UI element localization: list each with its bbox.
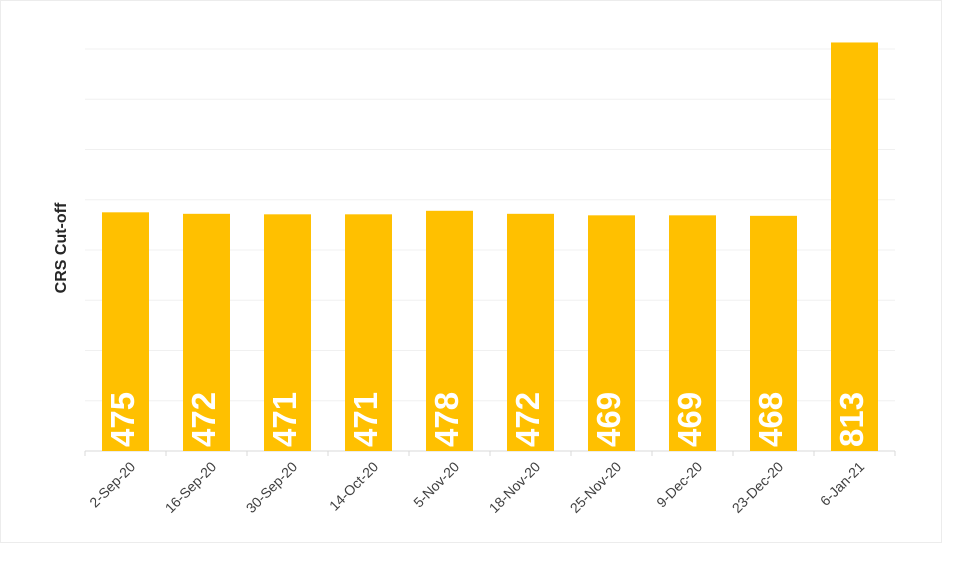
value-label: 472	[185, 392, 222, 447]
bar	[750, 215, 797, 451]
bar	[507, 213, 554, 451]
bar	[102, 212, 149, 451]
bar	[588, 215, 635, 451]
value-label: 813	[833, 392, 870, 447]
bar	[831, 42, 878, 451]
value-label: 475	[104, 392, 141, 447]
value-label: 471	[266, 392, 303, 447]
value-label: 471	[347, 392, 384, 447]
bar	[183, 213, 230, 451]
value-label: 472	[509, 392, 546, 447]
y-axis-label: CRS Cut-off	[53, 202, 70, 293]
bar	[345, 214, 392, 451]
value-label: 478	[428, 392, 465, 447]
value-label: 469	[590, 392, 627, 447]
bar	[264, 214, 311, 451]
bar	[426, 210, 473, 451]
bar	[669, 215, 716, 451]
value-label: 469	[671, 392, 708, 447]
value-label: 468	[752, 392, 789, 447]
